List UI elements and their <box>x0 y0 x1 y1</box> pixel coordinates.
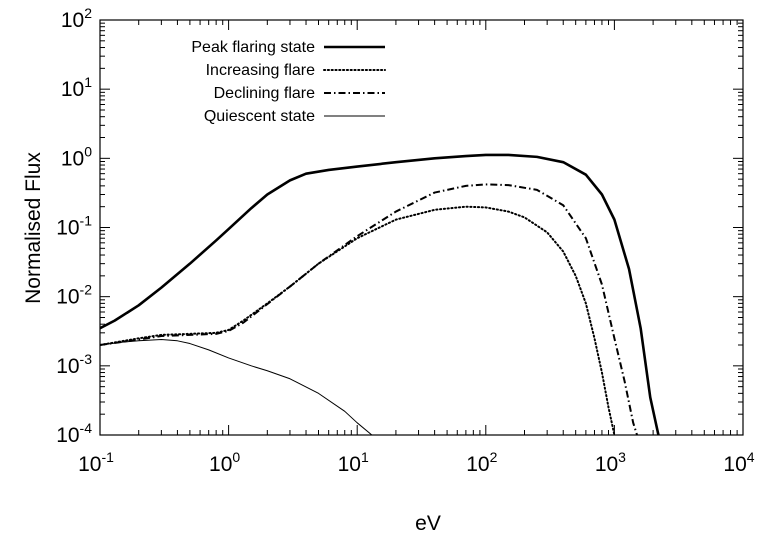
x-tick-exponent: 2 <box>490 449 498 465</box>
y-tick-label: 10-4 <box>56 420 92 447</box>
y-tick-base: 10 <box>56 217 79 240</box>
y-tick-base: 10 <box>56 355 79 378</box>
x-tick-base: 10 <box>466 453 489 476</box>
y-tick-label: 10-2 <box>56 282 92 309</box>
series-line <box>100 205 616 435</box>
x-tick-exponent: 0 <box>232 449 240 465</box>
ticks <box>99 19 744 436</box>
x-tick-exponent: 3 <box>618 449 626 465</box>
y-tick-base: 10 <box>56 424 79 447</box>
x-tick-label: 101 <box>338 449 369 476</box>
y-tick-label: 10-1 <box>56 213 92 240</box>
x-tick-label: 102 <box>466 449 497 476</box>
y-tick-exponent: 1 <box>84 74 92 90</box>
legend-label: Increasing flare <box>206 62 315 79</box>
y-tick-label: 102 <box>61 5 92 32</box>
legend: Peak flaring state Increasing flare Declin… <box>191 39 386 125</box>
legend-label: Peak flaring state <box>191 39 315 56</box>
x-tick-base: 10 <box>78 453 101 476</box>
y-tick-exponent: -1 <box>80 213 93 229</box>
y-tick-exponent: -2 <box>80 282 93 298</box>
y-tick-label: 101 <box>61 74 92 101</box>
y-tick-base: 10 <box>61 9 84 32</box>
x-tick-label: 100 <box>209 449 240 476</box>
x-tick-exponent: 1 <box>361 449 369 465</box>
legend-label: Quiescent state <box>204 108 315 125</box>
series-lines <box>100 153 660 435</box>
series-line <box>100 183 639 435</box>
x-tick-label: 104 <box>723 449 754 476</box>
x-axis-title: eV <box>415 512 441 535</box>
y-tick-label: 100 <box>61 143 92 170</box>
x-tick-base: 10 <box>595 453 618 476</box>
x-tick-base: 10 <box>209 453 232 476</box>
y-tick-base: 10 <box>61 147 84 170</box>
x-tick-base: 10 <box>338 453 361 476</box>
y-tick-exponent: -4 <box>80 420 93 436</box>
series-line <box>100 339 373 435</box>
x-tick-label: 10-1 <box>78 449 114 476</box>
tick-labels: 10-1 100 101 102 103 10410-410-310-210-110010… <box>56 5 755 476</box>
y-tick-base: 10 <box>61 78 84 101</box>
y-axis-title: Normalised Flux <box>22 152 45 304</box>
legend-label: Declining flare <box>214 85 315 102</box>
y-tick-exponent: -3 <box>80 351 93 367</box>
y-tick-base: 10 <box>56 286 79 309</box>
x-tick-label: 103 <box>595 449 626 476</box>
y-tick-exponent: 2 <box>84 5 92 21</box>
series-line <box>100 153 660 435</box>
x-tick-exponent: -1 <box>101 449 114 465</box>
x-tick-exponent: 4 <box>747 449 755 465</box>
y-tick-exponent: 0 <box>84 143 92 159</box>
x-tick-base: 10 <box>723 453 746 476</box>
y-tick-label: 10-3 <box>56 351 92 378</box>
